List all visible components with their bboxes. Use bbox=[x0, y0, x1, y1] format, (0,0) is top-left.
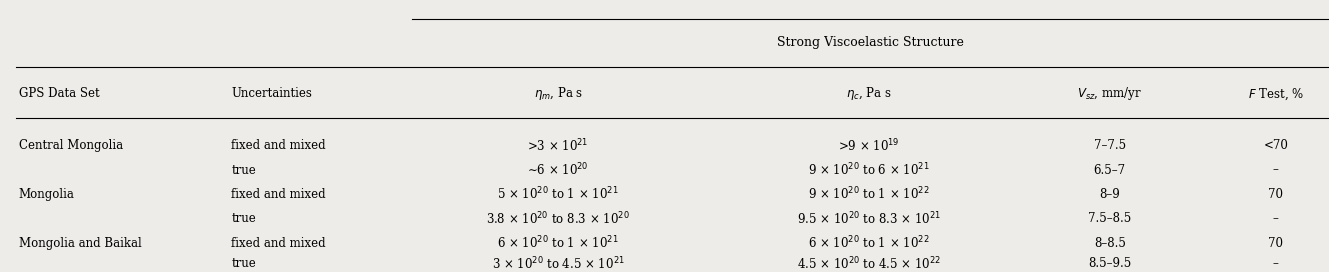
Text: 9 × 10$^{20}$ to 6 × 10$^{21}$: 9 × 10$^{20}$ to 6 × 10$^{21}$ bbox=[808, 162, 930, 178]
Text: 3 × 10$^{20}$ to 4.5 × 10$^{21}$: 3 × 10$^{20}$ to 4.5 × 10$^{21}$ bbox=[492, 255, 625, 272]
Text: 3.8 × 10$^{20}$ to 8.3 × 10$^{20}$: 3.8 × 10$^{20}$ to 8.3 × 10$^{20}$ bbox=[486, 211, 630, 227]
Text: fixed and mixed: fixed and mixed bbox=[231, 237, 326, 250]
Text: Strong Viscoelastic Structure: Strong Viscoelastic Structure bbox=[777, 36, 964, 49]
Text: $F$ Test, %: $F$ Test, % bbox=[1248, 86, 1304, 101]
Text: 5 × 10$^{20}$ to 1 × 10$^{21}$: 5 × 10$^{20}$ to 1 × 10$^{21}$ bbox=[497, 186, 619, 203]
Text: 70: 70 bbox=[1268, 237, 1284, 250]
Text: –: – bbox=[1273, 163, 1278, 177]
Text: 70: 70 bbox=[1268, 188, 1284, 201]
Text: 6 × 10$^{20}$ to 1 × 10$^{21}$: 6 × 10$^{20}$ to 1 × 10$^{21}$ bbox=[497, 235, 619, 252]
Text: $V_{sz}$, mm/yr: $V_{sz}$, mm/yr bbox=[1078, 85, 1142, 102]
Text: Mongolia: Mongolia bbox=[19, 188, 74, 201]
Text: 8.5–9.5: 8.5–9.5 bbox=[1088, 257, 1131, 270]
Text: $\eta_c$, Pa s: $\eta_c$, Pa s bbox=[847, 85, 892, 102]
Text: ∼6 × 10$^{20}$: ∼6 × 10$^{20}$ bbox=[528, 162, 589, 178]
Text: 6.5–7: 6.5–7 bbox=[1094, 163, 1126, 177]
Text: fixed and mixed: fixed and mixed bbox=[231, 188, 326, 201]
Text: –: – bbox=[1273, 257, 1278, 270]
Text: 8–9: 8–9 bbox=[1099, 188, 1120, 201]
Text: GPS Data Set: GPS Data Set bbox=[19, 87, 100, 100]
Text: 8–8.5: 8–8.5 bbox=[1094, 237, 1126, 250]
Text: 7.5–8.5: 7.5–8.5 bbox=[1088, 212, 1131, 225]
Text: 6 × 10$^{20}$ to 1 × 10$^{22}$: 6 × 10$^{20}$ to 1 × 10$^{22}$ bbox=[808, 235, 930, 252]
Text: true: true bbox=[231, 163, 256, 177]
Text: Mongolia and Baikal: Mongolia and Baikal bbox=[19, 237, 141, 250]
Text: –: – bbox=[1273, 212, 1278, 225]
Text: true: true bbox=[231, 257, 256, 270]
Text: fixed and mixed: fixed and mixed bbox=[231, 139, 326, 152]
Text: Central Mongolia: Central Mongolia bbox=[19, 139, 122, 152]
Text: 9 × 10$^{20}$ to 1 × 10$^{22}$: 9 × 10$^{20}$ to 1 × 10$^{22}$ bbox=[808, 186, 930, 203]
Text: true: true bbox=[231, 212, 256, 225]
Text: 7–7.5: 7–7.5 bbox=[1094, 139, 1126, 152]
Text: <70: <70 bbox=[1264, 139, 1288, 152]
Text: Uncertainties: Uncertainties bbox=[231, 87, 312, 100]
Text: 4.5 × 10$^{20}$ to 4.5 × 10$^{22}$: 4.5 × 10$^{20}$ to 4.5 × 10$^{22}$ bbox=[797, 255, 941, 272]
Text: $\eta_m$, Pa s: $\eta_m$, Pa s bbox=[533, 85, 583, 102]
Text: >3 × 10$^{21}$: >3 × 10$^{21}$ bbox=[528, 137, 589, 154]
Text: >9 × 10$^{19}$: >9 × 10$^{19}$ bbox=[839, 137, 900, 154]
Text: 9.5 × 10$^{20}$ to 8.3 × 10$^{21}$: 9.5 × 10$^{20}$ to 8.3 × 10$^{21}$ bbox=[797, 211, 941, 227]
